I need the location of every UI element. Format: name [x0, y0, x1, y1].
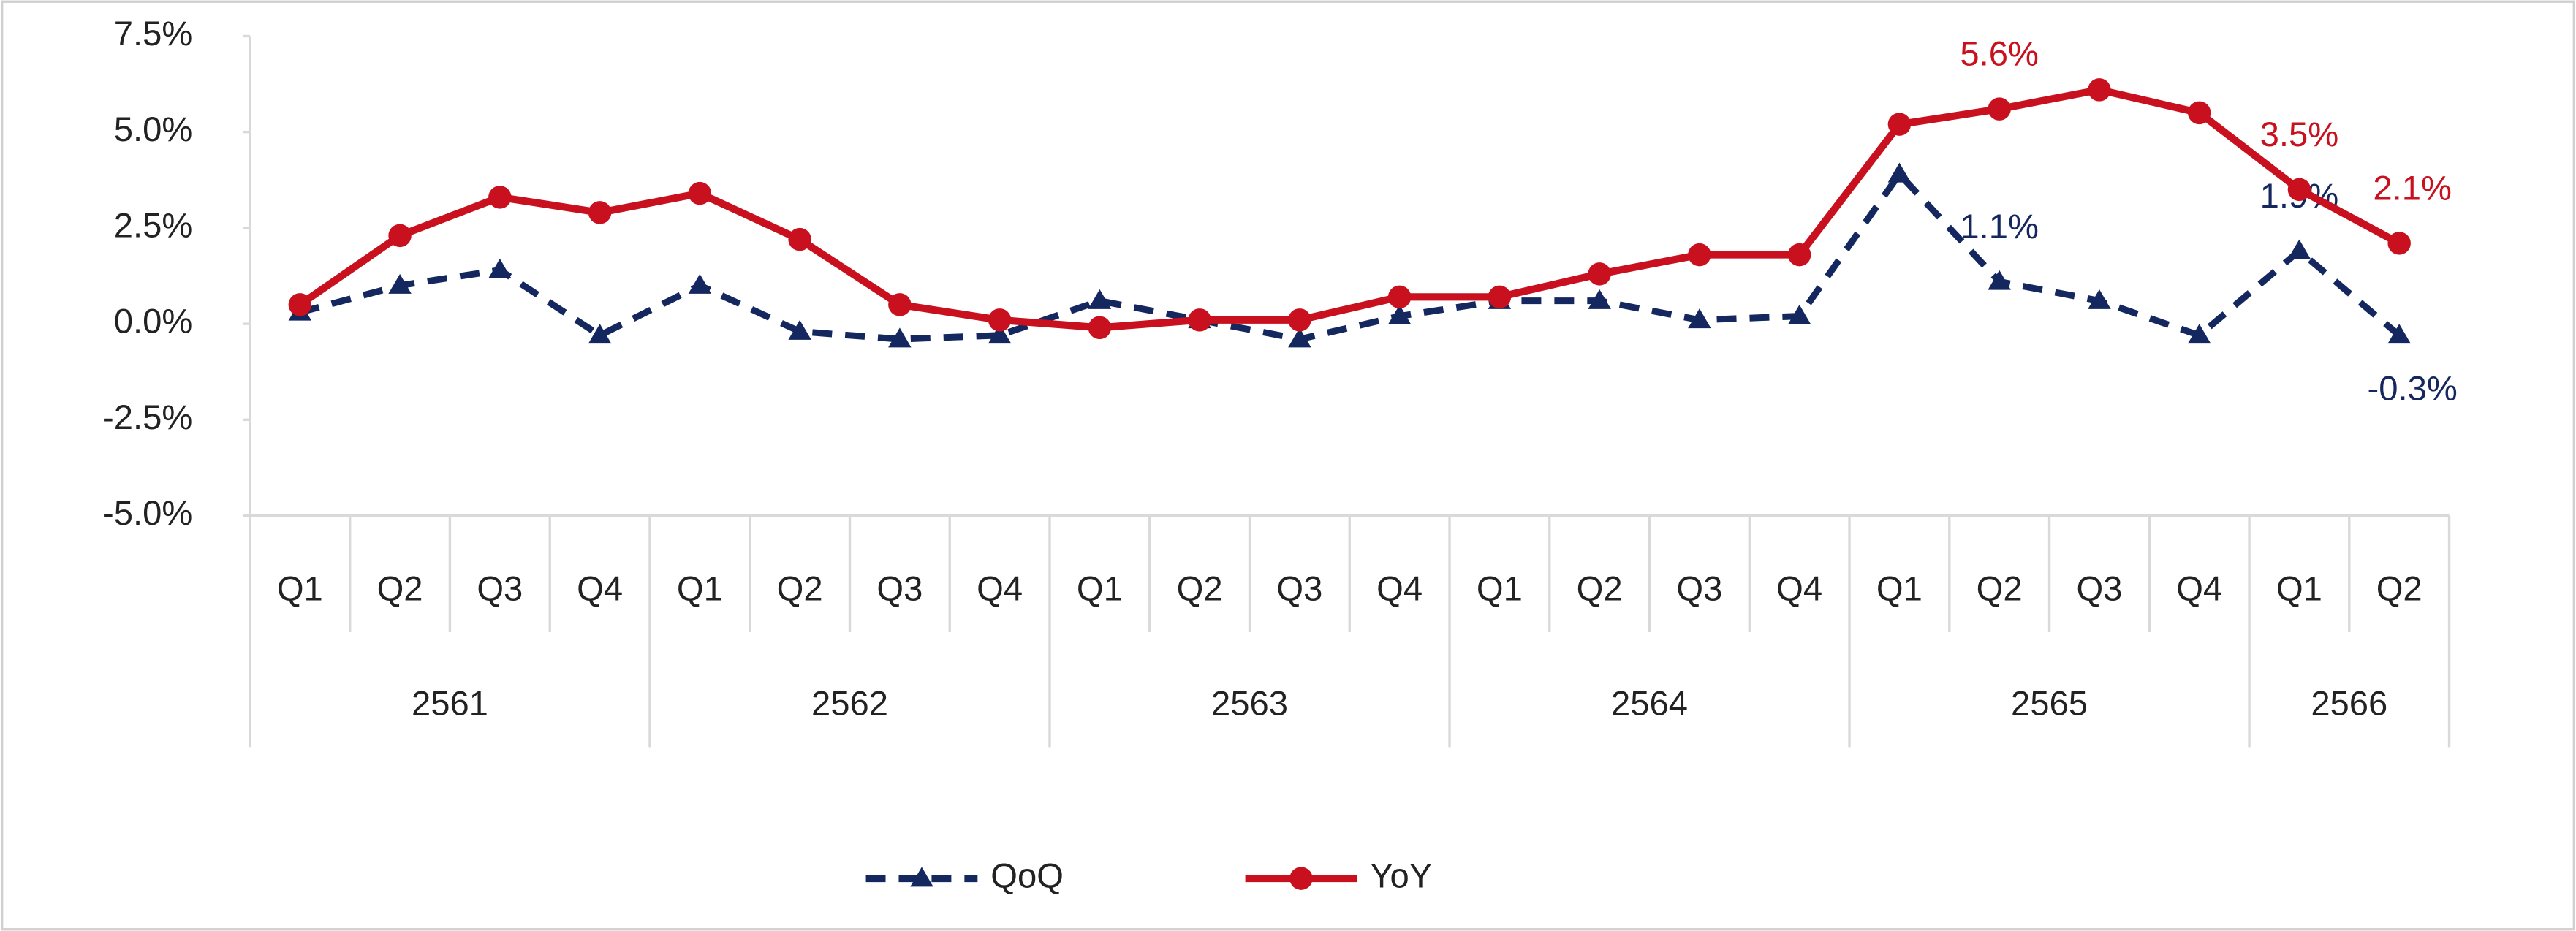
x-tick-label: Q3 — [477, 569, 523, 607]
data-point — [988, 308, 1012, 332]
x-tick-label: Q1 — [1477, 569, 1523, 607]
x-tick-label: Q2 — [1177, 569, 1223, 607]
data-point — [2187, 101, 2211, 125]
x-tick-label: Q2 — [1577, 569, 1623, 607]
data-point — [888, 327, 912, 348]
x-tick-label: Q2 — [1977, 569, 2023, 607]
data-point — [588, 201, 612, 224]
data-point — [1887, 113, 1912, 136]
x-tick-label: Q4 — [977, 569, 1023, 607]
x-tick-label: Q2 — [2376, 569, 2422, 607]
data-point — [1787, 243, 1811, 267]
legend-marker — [1289, 867, 1313, 890]
data-point — [2187, 324, 2211, 344]
group-label: 2565 — [2011, 684, 2088, 723]
x-tick-label: Q3 — [1276, 569, 1322, 607]
data-point — [1588, 289, 1611, 309]
data-point — [488, 186, 512, 209]
y-tick-label: 5.0% — [114, 110, 193, 148]
data-point — [1387, 304, 1412, 324]
data-label: 5.6% — [1960, 34, 2039, 73]
data-point — [1288, 308, 1311, 332]
group-label: 2561 — [412, 684, 488, 723]
x-tick-label: Q4 — [1376, 569, 1423, 607]
data-label: 1.1% — [1960, 207, 2039, 246]
data-point — [2088, 78, 2111, 102]
data-point — [1088, 316, 1112, 340]
y-tick-label: -5.0% — [102, 493, 192, 532]
series-line — [298, 86, 2401, 332]
x-tick-label: Q1 — [2276, 569, 2322, 607]
data-point — [788, 227, 811, 251]
data-point — [1887, 162, 1912, 183]
x-tick-label: Q1 — [677, 569, 723, 607]
data-label: 3.5% — [2260, 115, 2339, 153]
y-tick-label: 0.0% — [114, 302, 193, 341]
group-label: 2562 — [811, 684, 888, 723]
x-tick-label: Q1 — [1876, 569, 1922, 607]
data-point — [1588, 262, 1611, 286]
data-point — [2387, 232, 2411, 255]
x-tick-label: Q4 — [1776, 569, 1822, 607]
x-tick-label: Q3 — [2076, 569, 2122, 607]
data-point — [1688, 308, 1711, 329]
data-point — [888, 293, 912, 316]
data-point — [388, 224, 412, 248]
data-point — [488, 258, 512, 278]
group-label: 2566 — [2311, 684, 2387, 723]
data-point — [1688, 243, 1711, 267]
data-point — [688, 273, 712, 294]
x-tick-label: Q4 — [2176, 569, 2222, 607]
x-tick-label: Q2 — [377, 569, 423, 607]
data-point — [2088, 289, 2111, 309]
data-point — [1787, 304, 1811, 324]
x-tick-label: Q2 — [777, 569, 823, 607]
data-point — [2287, 239, 2311, 259]
group-label: 2563 — [1211, 684, 1288, 723]
series-line — [299, 170, 2402, 343]
data-point — [1288, 327, 1311, 348]
x-tick-label: Q1 — [277, 569, 323, 607]
data-point — [1988, 97, 2011, 121]
data-point — [988, 324, 1012, 344]
legend-label: YoY — [1370, 856, 1432, 895]
data-point — [388, 273, 412, 294]
y-tick-label: -2.5% — [102, 398, 192, 436]
data-point — [1188, 308, 1211, 332]
data-point — [788, 319, 811, 340]
data-point — [2287, 178, 2311, 202]
x-tick-label: Q1 — [1077, 569, 1123, 607]
data-point — [588, 324, 612, 344]
data-point — [2387, 324, 2411, 344]
x-tick-label: Q3 — [876, 569, 923, 607]
x-tick-label: Q4 — [577, 569, 623, 607]
data-point — [288, 293, 312, 316]
data-label: 2.1% — [2373, 168, 2452, 207]
data-point — [1988, 270, 2011, 290]
group-label: 2564 — [1611, 684, 1688, 723]
data-point — [1488, 285, 1512, 309]
data-point — [1088, 289, 1112, 309]
legend-label: QoQ — [990, 856, 1064, 895]
legend-marker — [910, 867, 933, 887]
data-point — [1387, 285, 1412, 309]
y-tick-label: 7.5% — [114, 14, 193, 53]
x-tick-label: Q3 — [1676, 569, 1722, 607]
data-label: -0.3% — [2368, 369, 2458, 408]
y-tick-label: 2.5% — [114, 205, 193, 244]
data-point — [688, 181, 712, 205]
